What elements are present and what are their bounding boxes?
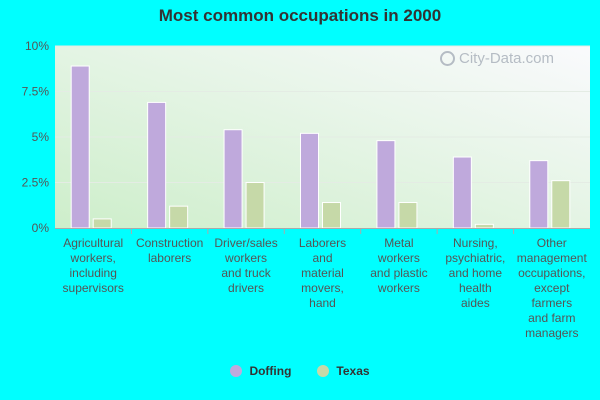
bar-texas-5 <box>474 223 494 229</box>
x-tick-label-line: management <box>516 251 587 265</box>
x-tick-label-line: aides <box>461 296 490 310</box>
x-tick-label-line: workers, <box>70 251 116 265</box>
x-tick-label-line: drivers <box>228 281 265 295</box>
x-tick-label-line: Nursing, <box>453 236 498 250</box>
x-tick-label-line: workers <box>225 251 268 265</box>
x-tick-label-line: except <box>534 281 570 295</box>
x-tick-label-line: and truck <box>221 266 271 280</box>
x-tick-label-line: managers <box>525 326 579 340</box>
bar-doffing-4 <box>376 140 396 229</box>
y-tick-label: 7.5% <box>22 85 50 99</box>
bar-doffing-6 <box>529 160 549 229</box>
x-tick-label-line: workers <box>377 251 420 265</box>
x-tick-label-line: and plastic <box>370 266 428 280</box>
y-tick-label: 10% <box>25 39 49 53</box>
x-tick-label-line: workers <box>377 281 420 295</box>
legend-item-texas: Texas <box>317 364 370 378</box>
x-tick-label-line: Construction <box>135 236 204 250</box>
bar-doffing-3 <box>300 132 319 229</box>
x-tick-label: Nursing, psychiatric, and home health aides <box>437 236 513 311</box>
bar-texas-2 <box>245 182 265 229</box>
x-tick-label: Metal workers and plastic workers <box>361 236 437 296</box>
x-tick-label-line: occupations, <box>518 266 586 280</box>
x-tick-label-line: farmers <box>531 296 573 310</box>
x-tick-label-line: laborers <box>147 251 192 265</box>
x-tick-label-line: health <box>458 281 492 295</box>
x-tick-label-line: supervisors <box>62 281 124 295</box>
x-tick-label-line: and farm <box>528 311 576 325</box>
x-tick-label-line: Agricultural <box>63 236 124 250</box>
bar-texas-6 <box>551 180 571 229</box>
y-tick-label: 5% <box>32 130 50 144</box>
x-tick-label: Agricultural workers, including supervisors <box>55 236 131 296</box>
y-tick-label: 2.5% <box>22 176 50 190</box>
x-tick-label: Driver/sales workers and truck drivers <box>208 236 284 296</box>
x-tick-label-line: including <box>69 266 117 280</box>
legend-label-doffing: Doffing <box>249 364 292 378</box>
x-tick-label: Other management occupations, except farmers… <box>514 236 590 341</box>
x-tick-label-line: movers, <box>301 281 344 295</box>
legend-dot-doffing <box>230 365 243 377</box>
x-tick-label-line: Metal <box>384 236 414 250</box>
x-tick-label-line: and home <box>448 266 503 280</box>
watermark-text: City-Data.com <box>459 50 555 67</box>
x-tick-label-line: Driver/sales <box>214 236 278 250</box>
watermark: City-Data.com <box>440 50 554 67</box>
bar-doffing-2 <box>223 129 243 229</box>
x-tick-label: Construction laborers <box>132 236 208 266</box>
bar-doffing-0 <box>70 65 90 229</box>
bar-texas-1 <box>169 205 189 229</box>
x-tick-label: Laborers and material movers, hand <box>285 236 361 311</box>
magnifier-icon <box>440 51 455 66</box>
legend: Doffing Texas <box>0 364 600 378</box>
bar-texas-0 <box>92 218 112 229</box>
x-tick-label-line: Other <box>536 236 567 250</box>
bar-doffing-5 <box>452 156 472 229</box>
legend-dot-texas <box>317 365 330 377</box>
legend-label-texas: Texas <box>336 364 370 378</box>
x-tick-label-line: and <box>312 251 333 265</box>
x-tick-label-line: psychiatric, <box>445 251 506 265</box>
bar-texas-3 <box>322 202 341 229</box>
x-tick-label-line: Laborers <box>298 236 347 250</box>
bar-doffing-1 <box>147 101 167 229</box>
legend-item-doffing: Doffing <box>230 364 291 378</box>
y-tick-label: 0% <box>32 221 50 235</box>
chart-title: Most common occupations in 2000 <box>158 6 442 25</box>
bar-texas-4 <box>398 202 418 229</box>
x-tick-label-line: hand <box>309 296 336 310</box>
x-tick-label-line: material <box>301 266 344 280</box>
